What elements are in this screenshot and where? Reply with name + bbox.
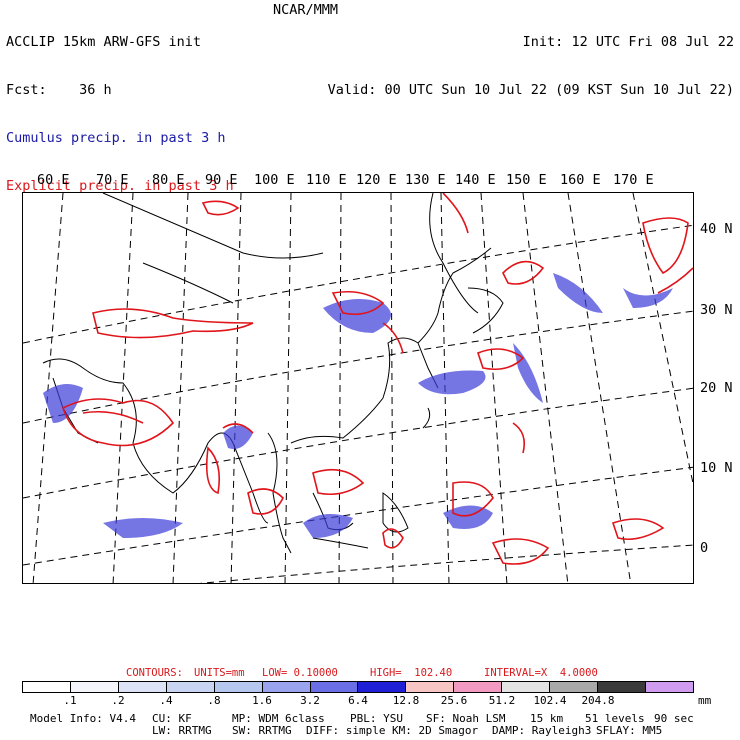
contours-units: UNITS=mm: [194, 667, 245, 679]
footer-cu: CU: KF: [152, 712, 192, 725]
org-label: NCAR/MMM: [273, 2, 339, 18]
colorbar-swatch: [214, 682, 263, 692]
footer-sf: SF: Noah LSM: [426, 712, 506, 725]
colorbar-tick: 12.8: [392, 694, 420, 707]
footer-sw: SW: RRTMG: [232, 724, 292, 737]
colorbar-tick: 25.6: [440, 694, 468, 707]
forecast-hour: Fcst: 36 h: [6, 82, 112, 98]
colorbar-swatch: [118, 682, 167, 692]
lon-label-120: 120 E: [356, 172, 397, 188]
contours-low: LOW= 0.10000: [262, 667, 338, 679]
lat-label-20: 20 N: [700, 380, 733, 396]
footer-model-info: Model Info: V4.4: [30, 712, 136, 725]
colorbar-tick: .1: [63, 694, 77, 707]
colorbar-swatch: [502, 682, 551, 692]
colorbar: [22, 681, 694, 693]
lon-label-90: 90 E: [205, 172, 238, 188]
colorbar-tick: .2: [111, 694, 125, 707]
colorbar-swatch: [23, 682, 71, 692]
lon-label-70: 70 E: [96, 172, 129, 188]
colorbar-tick: 6.4: [348, 694, 368, 707]
footer-levels: 51 levels: [585, 712, 645, 725]
footer-timestep: 90 sec: [654, 712, 694, 725]
precip-map: [22, 192, 694, 584]
map-canvas: [23, 193, 693, 583]
colorbar-swatch: [454, 682, 503, 692]
colorbar-tick: 51.2: [488, 694, 516, 707]
header-left: ACCLIP 15km ARW-GFS init Fcst: 36 h Cumu…: [6, 2, 234, 210]
footer-pbl: PBL: YSU: [350, 712, 403, 725]
lat-label-10: 10 N: [700, 460, 733, 476]
lon-label-80: 80 E: [152, 172, 185, 188]
cumulus-precip: [43, 273, 673, 538]
lon-label-60: 60 E: [37, 172, 70, 188]
colorbar-swatch: [598, 682, 646, 692]
colorbar-swatch: [406, 682, 455, 692]
footer-damp: DAMP: Rayleigh3: [492, 724, 592, 737]
contours-interval: INTERVAL=X 4.0000: [484, 667, 598, 679]
footer-mp: MP: WDM 6class: [232, 712, 325, 725]
colorbar-swatch: [358, 682, 407, 692]
lat-label-0: 0: [700, 540, 709, 556]
lon-label-160: 160 E: [560, 172, 601, 188]
contours-info: CONTOURS: UNITS=mm LOW= 0.10000 HIGH= 10…: [126, 667, 598, 739]
colorbar-tick: 204.8: [581, 694, 615, 707]
lon-label-150: 150 E: [506, 172, 547, 188]
lon-label-130: 130 E: [405, 172, 446, 188]
lon-label-140: 140 E: [455, 172, 496, 188]
colorbar-swatch: [310, 682, 359, 692]
footer-km: KM: 2D Smagor: [392, 724, 479, 737]
graticule: [23, 193, 693, 583]
colorbar-tick: .4: [159, 694, 173, 707]
footer-sflay: SFLAY: MM5: [596, 724, 663, 737]
lon-label-100: 100 E: [254, 172, 295, 188]
colorbar-units: mm: [698, 694, 712, 707]
colorbar-swatch: [166, 682, 215, 692]
footer-diff: DIFF: simple: [306, 724, 386, 737]
legend-cumulus: Cumulus precip. in past 3 h: [6, 130, 226, 146]
lon-label-170: 170 E: [613, 172, 654, 188]
colorbar-swatch: [70, 682, 119, 692]
colorbar-tick: .8: [207, 694, 221, 707]
contours-high: HIGH= 102.40: [370, 667, 453, 679]
colorbar-tick: 1.6: [252, 694, 272, 707]
legend-explicit: Explicit precip. in past 3 h: [6, 178, 234, 194]
run-title: ACCLIP 15km ARW-GFS init: [6, 34, 202, 50]
lat-label-30: 30 N: [700, 302, 733, 318]
colorbar-swatch: [550, 682, 599, 692]
lat-label-40: 40 N: [700, 221, 733, 237]
header-right: Init: 12 UTC Fri 08 Jul 22 Valid: 00 UTC…: [328, 2, 734, 114]
contours-label: CONTOURS:: [126, 667, 183, 679]
footer-resolution: 15 km: [530, 712, 564, 725]
init-time: Init: 12 UTC Fri 08 Jul 22: [522, 34, 734, 50]
coastlines: [42, 193, 504, 554]
lon-label-110: 110 E: [306, 172, 347, 188]
footer-lw: LW: RRTMG: [152, 724, 212, 737]
colorbar-swatch: [645, 682, 693, 692]
colorbar-swatch: [262, 682, 311, 692]
colorbar-tick: 102.4: [533, 694, 567, 707]
valid-time: Valid: 00 UTC Sun 10 Jul 22 (09 KST Sun …: [327, 82, 734, 98]
colorbar-tick: 3.2: [300, 694, 320, 707]
explicit-precip: [62, 193, 693, 565]
